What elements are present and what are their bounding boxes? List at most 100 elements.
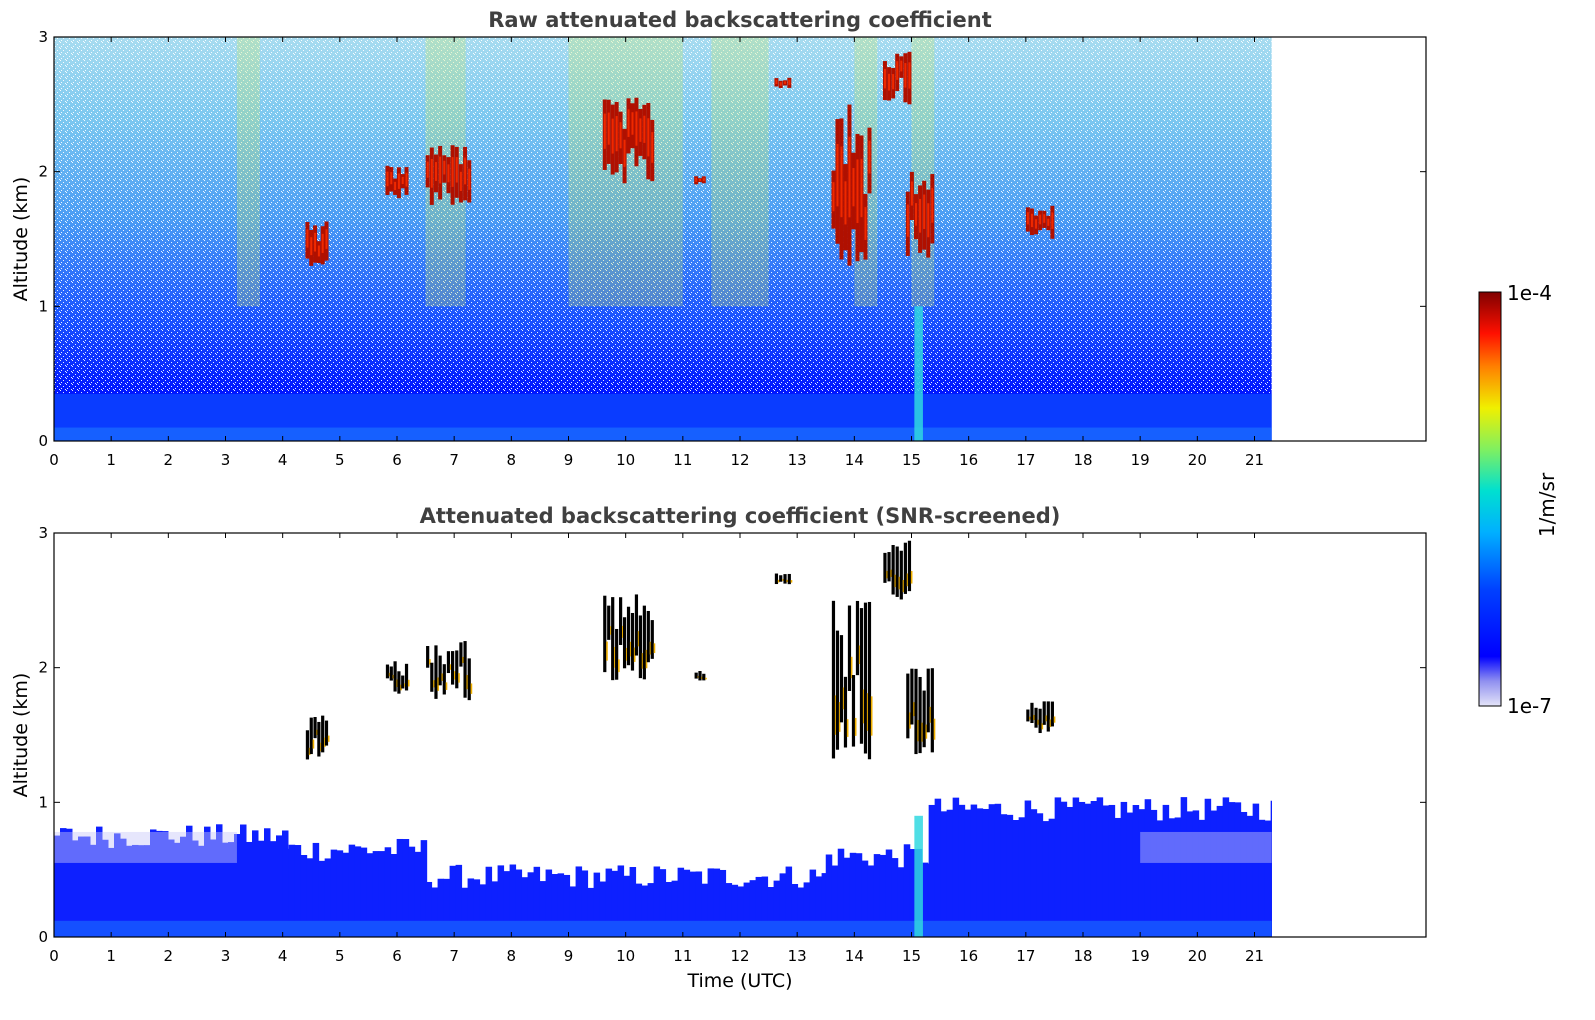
boundary-layer-column xyxy=(521,877,529,937)
cloud-edge xyxy=(906,573,909,587)
panel-a-x-ticks: 0 1 2 3 4 5 6 7 8 9 10 11 12 13 14 15 16 17 18 19 20 21 xyxy=(49,37,1264,469)
cloud-streak xyxy=(1050,701,1054,727)
cloud-streak xyxy=(634,594,639,656)
cloud xyxy=(831,600,873,760)
boundary-layer-column xyxy=(126,845,133,937)
cloud-streak xyxy=(907,540,912,592)
x-tick-label: 3 xyxy=(221,451,231,469)
boundary-layer-column xyxy=(527,872,535,937)
panel-b-y-ticks: 0 1 2 3 xyxy=(38,524,1426,946)
cloud-core xyxy=(464,157,467,185)
cloud-core xyxy=(434,162,437,181)
x-tick-label: 6 xyxy=(392,947,402,965)
cloud-streak xyxy=(922,690,926,748)
x-tick-label: 14 xyxy=(845,451,864,469)
cloud-edge xyxy=(327,735,330,742)
boundary-layer-column xyxy=(593,872,601,937)
boundary-layer-column xyxy=(575,866,583,937)
cloud-core xyxy=(908,62,911,89)
boundary-layer-column xyxy=(1252,803,1260,937)
boundary-layer-column xyxy=(431,887,439,937)
cloud-core xyxy=(695,177,698,182)
cloud xyxy=(305,715,330,760)
boundary-layer-column xyxy=(443,878,451,937)
x-tick-label: 13 xyxy=(788,451,807,469)
cloud-edge xyxy=(913,702,915,717)
cloud-streak xyxy=(1030,702,1034,724)
boundary-layer-column xyxy=(138,845,145,937)
boundary-layer-column xyxy=(1012,820,1020,937)
cloud-streak xyxy=(906,673,910,739)
boundary-layer-column xyxy=(785,866,793,937)
cloud-edge xyxy=(929,706,932,723)
cloud-core xyxy=(906,204,909,237)
boundary-layer-column xyxy=(1186,811,1194,937)
cloud-streak xyxy=(694,672,698,679)
boundary-layer-column xyxy=(599,881,607,937)
boundary-layer-column xyxy=(120,838,127,937)
cloud-edge xyxy=(786,579,789,583)
cloud-edge xyxy=(437,677,439,691)
cloud-streak xyxy=(434,645,438,699)
boundary-layer-column xyxy=(713,868,721,937)
boundary-layer-column xyxy=(1132,805,1140,937)
boundary-layer-column xyxy=(903,844,911,937)
cloud-core xyxy=(844,181,847,225)
cloud-streak xyxy=(899,550,903,600)
y-tick-label: 1 xyxy=(38,297,48,315)
cloud-edge xyxy=(842,687,845,710)
cloud-core xyxy=(405,172,408,187)
boundary-layer-column xyxy=(449,865,457,937)
boundary-layer-column xyxy=(825,854,833,937)
cloud-core xyxy=(784,81,787,84)
boundary-layer-column xyxy=(976,808,984,937)
boundary-layer-column xyxy=(629,867,637,937)
boundary-layer-column xyxy=(473,879,481,937)
boundary-layer-column xyxy=(1228,802,1236,937)
boundary-layer-column xyxy=(150,829,157,937)
noisy-column xyxy=(911,37,935,307)
boundary-layer-column xyxy=(623,875,631,937)
cloud xyxy=(694,671,707,681)
boundary-layer-column xyxy=(1030,809,1038,937)
cloud-core xyxy=(698,178,701,181)
cloud-core xyxy=(390,171,393,185)
cloud-streak xyxy=(385,664,390,679)
cloud-core xyxy=(639,118,642,142)
cloud xyxy=(831,104,872,266)
boundary-layer-column xyxy=(779,873,787,937)
cloud-core xyxy=(1047,218,1050,226)
boundary-layer-column xyxy=(581,870,589,937)
boundary-layer-column xyxy=(569,886,577,937)
boundary-layer-column xyxy=(60,828,67,937)
near-surface-layer xyxy=(54,920,1272,937)
cloud-edge xyxy=(890,569,893,577)
cloud-core xyxy=(1026,212,1029,225)
cloud-streak xyxy=(397,671,401,694)
boundary-layer-column xyxy=(719,869,727,937)
boundary-layer-column xyxy=(743,882,751,937)
cloud-edge xyxy=(629,641,632,657)
boundary-layer-column xyxy=(264,828,271,937)
boundary-layer-column xyxy=(96,826,103,937)
panel-b-x-ticks: 0 1 2 3 4 5 6 7 8 9 10 11 12 13 14 15 16 17 18 19 20 21 xyxy=(49,533,1264,965)
x-tick-label: 9 xyxy=(564,947,574,965)
boundary-layer-column xyxy=(1018,817,1026,937)
colorbar-unit-label: 1/m/sr xyxy=(1535,472,1559,537)
boundary-layer-column xyxy=(964,809,972,937)
boundary-layer-column xyxy=(1234,802,1242,937)
cloud-edge xyxy=(1049,719,1052,728)
boundary-layer-column xyxy=(144,845,151,937)
boundary-layer-column xyxy=(491,881,499,937)
cloud-core xyxy=(386,171,389,187)
boundary-layer-column xyxy=(216,824,223,937)
boundary-layer-column xyxy=(1240,811,1248,937)
cloud-core xyxy=(643,115,646,143)
x-tick-label: 4 xyxy=(278,947,288,965)
boundary-layer-column xyxy=(647,883,655,937)
cloud-streak xyxy=(843,676,848,748)
cloud-core xyxy=(892,74,895,90)
boundary-layer-column xyxy=(952,797,960,937)
x-tick-label: 7 xyxy=(449,451,459,469)
cloud-edge xyxy=(610,626,612,635)
